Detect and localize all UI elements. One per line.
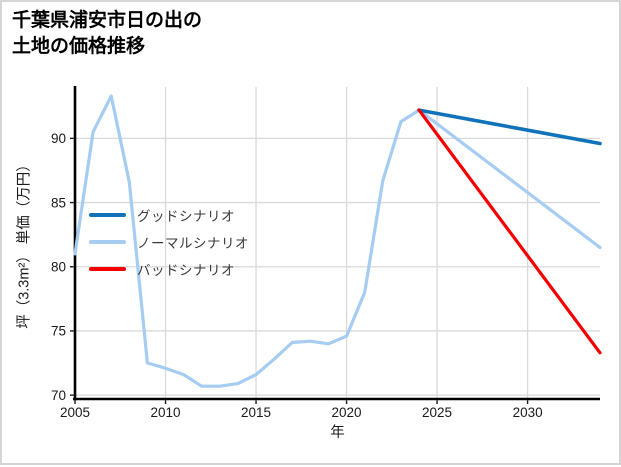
y-tick-label: 90 — [51, 131, 66, 146]
legend-swatch — [89, 239, 126, 244]
x-axis-label: 年 — [330, 425, 345, 441]
legend-label: バッドシナリオ — [137, 262, 235, 278]
legend-item-good-scenario: グッドシナリオ — [89, 201, 249, 228]
legend-swatch — [89, 212, 126, 217]
chart-title: 千葉県浦安市日の出の 土地の価格推移 — [12, 8, 202, 60]
chart-title-line: 千葉県浦安市日の出の — [12, 10, 203, 31]
chart-legend: グッドシナリオ ノーマルシナリオ バッドシナリオ — [89, 201, 249, 282]
legend-label: ノーマルシナリオ — [137, 235, 249, 251]
legend-item-bad-scenario: バッドシナリオ — [89, 255, 249, 282]
x-tick-label: 2030 — [513, 405, 543, 420]
y-tick-label: 70 — [51, 388, 66, 403]
series-line — [417, 108, 602, 355]
y-tick-label: 75 — [51, 324, 66, 339]
x-tick-label: 2010 — [150, 405, 180, 420]
legend-swatch — [89, 266, 126, 271]
y-tick-label: 85 — [51, 195, 66, 210]
series-line — [417, 108, 602, 146]
chart-title-line: 土地の価格推移 — [12, 36, 146, 58]
x-tick-label: 2020 — [332, 405, 362, 420]
legend-label: グッドシナリオ — [137, 208, 235, 224]
x-tick-label: 2005 — [60, 405, 90, 420]
legend-item-normal-scenario: ノーマルシナリオ — [89, 228, 249, 255]
series-line — [73, 94, 602, 388]
x-tick-label: 2015 — [241, 405, 271, 420]
x-tick-label: 2025 — [422, 405, 452, 420]
y-tick-label: 80 — [51, 259, 66, 274]
y-axis-label: 坪（3.3m²） 単価（万円） — [16, 157, 33, 329]
